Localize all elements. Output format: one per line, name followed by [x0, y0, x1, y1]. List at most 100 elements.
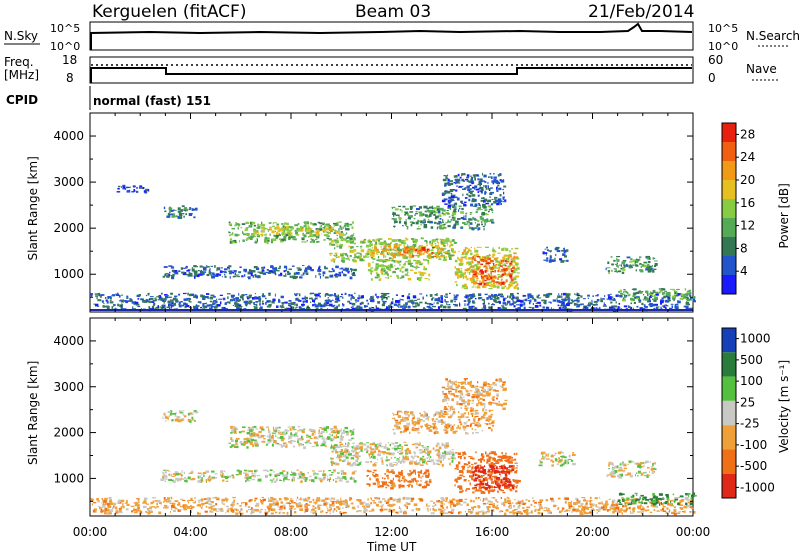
data-cell	[366, 299, 369, 302]
data-cell	[234, 301, 236, 304]
data-cell	[436, 240, 438, 243]
data-cell	[437, 242, 439, 245]
data-cell	[345, 239, 350, 243]
data-cell	[688, 307, 692, 309]
data-cell	[355, 459, 359, 462]
data-cell	[113, 305, 115, 307]
data-cell	[438, 220, 441, 222]
data-cell	[595, 304, 598, 306]
data-cell	[616, 262, 618, 265]
data-cell	[347, 460, 349, 463]
data-cell	[335, 242, 339, 244]
data-cell	[407, 216, 411, 220]
data-cell	[191, 306, 193, 309]
data-cell	[376, 481, 381, 484]
data-cell	[419, 213, 422, 217]
data-cell	[360, 295, 363, 299]
data-cell	[479, 470, 484, 473]
data-cell	[253, 307, 257, 310]
data-cell	[387, 477, 390, 480]
data-cell	[689, 295, 692, 298]
data-cell	[356, 457, 360, 459]
data-cell	[437, 249, 439, 253]
data-cell	[234, 224, 237, 227]
data-cell	[372, 443, 376, 446]
data-cell	[246, 479, 251, 482]
y-axis-label: Slant Range [km]	[26, 156, 40, 260]
data-cell	[511, 297, 514, 300]
data-cell	[475, 253, 479, 257]
data-cell	[250, 427, 253, 430]
data-cell	[298, 443, 302, 445]
data-cell	[227, 266, 229, 269]
data-cell	[662, 305, 664, 307]
data-cell	[193, 216, 196, 219]
data-cell	[506, 273, 508, 276]
data-cell	[453, 175, 458, 178]
data-cell	[149, 298, 154, 300]
data-cell	[345, 253, 348, 256]
data-cell	[341, 271, 343, 274]
data-cell	[383, 240, 387, 244]
data-cell	[447, 178, 450, 182]
data-cell	[632, 264, 635, 266]
data-cell	[485, 262, 490, 265]
data-cell	[224, 275, 227, 278]
data-cell	[470, 472, 472, 474]
data-cell	[476, 251, 478, 254]
data-cell	[472, 256, 474, 260]
data-cell	[183, 298, 187, 301]
data-cell	[418, 245, 420, 249]
data-cell	[489, 266, 492, 270]
data-cell	[359, 253, 362, 255]
data-cell	[410, 224, 413, 227]
data-cell	[490, 451, 494, 455]
data-cell	[580, 295, 583, 298]
data-cell	[395, 247, 400, 249]
data-cell	[463, 203, 465, 207]
data-cell	[339, 441, 342, 443]
data-cell	[592, 303, 596, 306]
data-cell	[450, 218, 453, 221]
data-cell	[445, 293, 448, 296]
data-cell	[400, 299, 403, 301]
data-cell	[455, 452, 458, 454]
data-cell	[556, 300, 558, 302]
data-cell	[442, 213, 447, 216]
data-cell	[245, 227, 249, 229]
data-cell	[240, 307, 243, 310]
data-cell	[498, 486, 501, 490]
data-cell	[618, 290, 622, 293]
data-cell	[409, 299, 413, 302]
data-cell	[493, 180, 498, 182]
data-cell	[168, 265, 172, 267]
data-cell	[502, 197, 505, 200]
data-cell	[322, 227, 326, 229]
data-cell	[417, 471, 421, 474]
data-cell	[332, 229, 335, 231]
data-cell	[185, 213, 187, 216]
data-cell	[399, 480, 401, 483]
data-cell	[516, 304, 520, 306]
data-cell	[621, 271, 625, 274]
data-cell	[565, 298, 568, 301]
data-cell	[504, 485, 508, 488]
data-cell	[261, 268, 264, 270]
data-cell	[393, 218, 397, 221]
data-cell	[217, 304, 221, 307]
data-cell	[507, 480, 510, 483]
data-cell	[277, 267, 281, 270]
data-cell	[247, 426, 251, 429]
data-cell	[484, 185, 488, 188]
data-cell	[505, 258, 510, 261]
data-cell	[482, 185, 485, 187]
data-cell	[507, 265, 511, 268]
data-cell	[164, 273, 169, 275]
data-cell	[339, 443, 344, 445]
data-cell	[185, 479, 188, 483]
data-cell	[449, 246, 451, 248]
data-cell	[246, 446, 249, 449]
data-cell	[623, 289, 626, 291]
data-cell	[241, 443, 245, 446]
data-cell	[374, 445, 377, 448]
